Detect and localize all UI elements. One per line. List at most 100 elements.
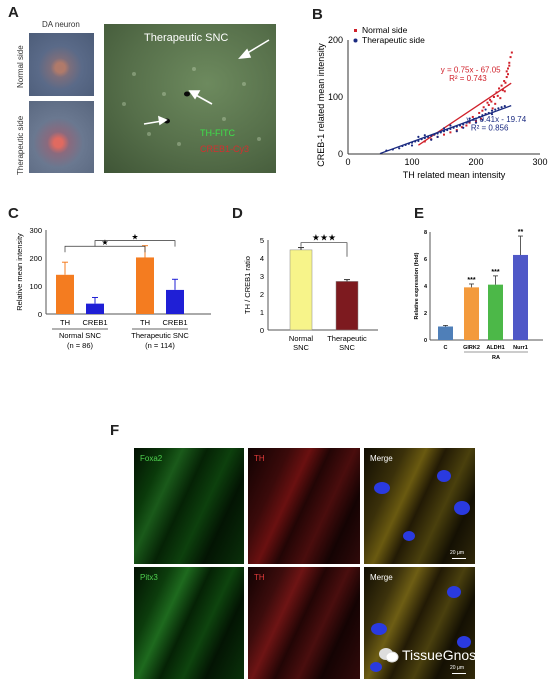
bar [513,254,528,340]
x-tick-label: 100 [404,157,419,167]
data-point [503,105,506,108]
scalebar-row2 [452,673,466,674]
bar [488,284,503,340]
data-point [500,84,503,87]
panel-label-d: D [232,205,243,222]
panel-label-e: E [414,205,425,222]
data-point [481,109,484,112]
data-point [492,96,495,98]
merge-image-row2: Merge 20 μm [364,567,475,679]
bar-label: GIRK2 [463,345,480,351]
data-point [460,126,463,129]
th-label-row2: TH [254,573,265,582]
data-point [410,144,414,147]
panel-label-b: B [312,6,323,23]
significance-stars: *** [467,277,475,284]
equation-therapeutic: y = 0.41x - 19.74 [466,115,526,124]
data-point [455,129,458,132]
y-axis-label: Relative expression (fold) [414,252,420,319]
group-n: (n = 114) [145,341,175,350]
data-point [475,119,477,122]
data-point [484,108,487,111]
data-point [505,76,508,79]
bar-chart-c: 0 100 200 300 Relative mean intensity TH CREB1… [15,226,211,350]
data-point [468,117,471,120]
legend-marker [354,29,357,32]
x-tick-label: 200 [468,157,483,167]
merge-image-row1: Merge 20 μm [364,448,475,564]
legend-marker [353,38,358,43]
data-point [474,121,478,124]
data-point [503,80,506,83]
data-point [436,135,439,138]
significance-stars: *** [491,269,499,276]
bar-label: Normal [289,334,314,343]
data-point [481,118,484,121]
group-n: (n = 86) [67,341,94,350]
panel-label-c: C [8,205,19,222]
significance-star: ★ [131,233,138,242]
data-point [499,97,502,100]
y-tick-label: 200 [29,254,42,263]
bar-label: Nurr1 [513,345,528,351]
bar [56,274,74,314]
data-point [468,121,471,124]
y-tick-label: 2 [424,311,427,317]
bar-label: CREB1 [162,318,187,327]
y-tick-label: 0 [338,149,343,159]
data-point [497,107,500,110]
r2-normal: R² = 0.743 [449,74,487,83]
data-point [449,131,452,134]
data-point [507,67,509,70]
significance-stars: ** [518,229,524,236]
scalebar-label-row1: 20 μm [450,550,464,556]
bar-label: SNC [339,343,355,352]
panel-label-a: A [8,4,19,21]
group-name: Normal SNC [59,331,102,340]
data-point [503,90,506,93]
data-point [449,124,452,127]
legend-entry: Therapeutic side [362,35,425,45]
equation-normal: y = 0.75x - 67.05 [441,65,501,74]
bar [335,281,359,331]
data-point [491,107,494,110]
data-point [480,117,483,120]
data-point [487,103,490,106]
therapeutic-side-label: Therapeutic side [16,115,25,175]
data-point [398,147,401,150]
data-point [508,64,511,67]
y-tick-label: 1 [260,308,264,317]
y-tick-label: 4 [260,254,264,263]
scalebar-label-row2: 20 μm [450,665,464,671]
data-point [443,133,445,136]
data-point [494,102,497,105]
scatter-chart-b: 0 100 200 300 0 100 200 TH related mean intensi… [316,25,548,180]
data-point [471,115,474,118]
therapeutic-snc-image: Therapeutic SNC TH-FITC CREB1-Cy3 [104,24,276,173]
bar-label: CREB1 [82,318,107,327]
y-tick-label: 6 [424,257,427,263]
data-point [508,61,511,64]
pitx3-label: Pitx3 [140,573,158,582]
wechat-icon [379,648,399,663]
x-tick-label: 0 [345,157,350,167]
pitx3-image: Pitx3 [134,567,244,679]
significance-stars: ★★★ [312,233,336,243]
data-point [500,106,503,109]
y-axis-label: Relative mean intensity [15,233,24,311]
y-tick-label: 300 [29,226,42,235]
creb1-cy3-label: CREB1-Cy3 [200,144,250,154]
y-tick-label: 200 [328,35,343,45]
bar [136,257,154,314]
significance-star: ★ [101,238,108,247]
merge-label-row1: Merge [370,454,393,463]
data-point [490,109,494,112]
data-point [504,81,507,84]
data-point [507,73,509,76]
significance-bracket [300,242,348,257]
y-tick-label: 3 [260,272,264,281]
bar [464,287,479,340]
x-axis-label: TH related mean intensity [403,170,506,180]
y-tick-label: 0 [38,310,42,319]
data-point [417,135,420,138]
